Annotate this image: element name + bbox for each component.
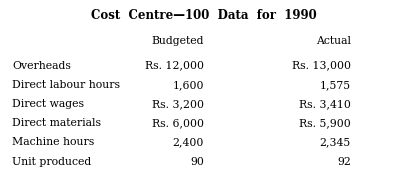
- Text: 2,345: 2,345: [319, 137, 351, 147]
- Text: 2,400: 2,400: [173, 137, 204, 147]
- Text: Unit produced: Unit produced: [12, 157, 91, 167]
- Text: Rs. 13,000: Rs. 13,000: [292, 61, 351, 70]
- Text: Overheads: Overheads: [12, 61, 71, 70]
- Text: 92: 92: [337, 157, 351, 167]
- Text: Rs. 5,900: Rs. 5,900: [299, 118, 351, 128]
- Text: 1,600: 1,600: [173, 80, 204, 90]
- Text: Machine hours: Machine hours: [12, 137, 95, 147]
- Text: Rs. 3,200: Rs. 3,200: [152, 99, 204, 109]
- Text: 1,575: 1,575: [320, 80, 351, 90]
- Text: Actual: Actual: [316, 36, 351, 46]
- Text: Rs. 3,410: Rs. 3,410: [299, 99, 351, 109]
- Text: Direct labour hours: Direct labour hours: [12, 80, 120, 90]
- Text: Budgeted: Budgeted: [151, 36, 204, 46]
- Text: Direct materials: Direct materials: [12, 118, 101, 128]
- Text: Direct wages: Direct wages: [12, 99, 84, 109]
- Text: Rs. 6,000: Rs. 6,000: [152, 118, 204, 128]
- Text: Cost  Centre—100  Data  for  1990: Cost Centre—100 Data for 1990: [91, 9, 317, 22]
- Text: 90: 90: [190, 157, 204, 167]
- Text: Rs. 12,000: Rs. 12,000: [145, 61, 204, 70]
